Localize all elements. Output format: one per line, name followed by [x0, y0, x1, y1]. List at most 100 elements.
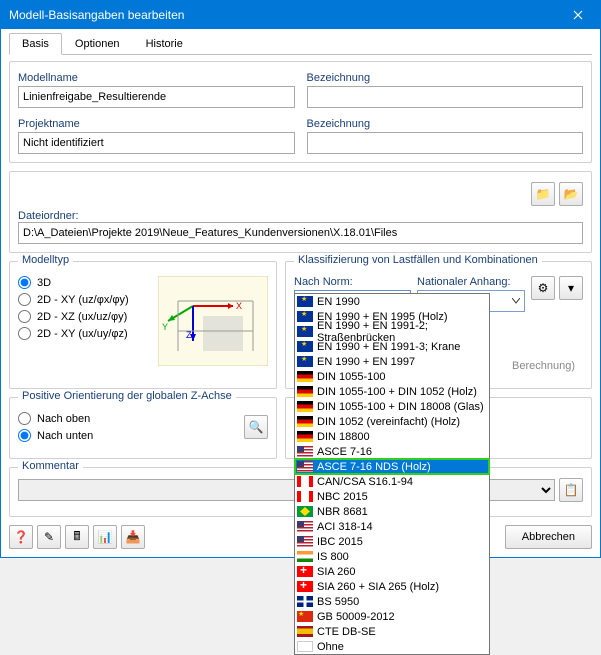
dropdown-item[interactable]: IS 800 [295, 549, 489, 564]
dropdown-item[interactable]: NBC 2015 [295, 489, 489, 504]
radio-nach-oben[interactable]: Nach oben [18, 412, 93, 425]
label-modellname: Modellname [18, 72, 295, 84]
flag-in-icon [297, 551, 313, 562]
flag-eu-icon [297, 311, 313, 322]
close-button[interactable] [556, 1, 600, 29]
calc-button[interactable]: 🖩 [65, 525, 89, 549]
dropdown-item[interactable]: SIA 260 [295, 564, 489, 579]
dropdown-item[interactable]: EN 1990 + EN 1991-3; Krane [295, 339, 489, 354]
chevron-down-icon [508, 291, 524, 311]
group-title-modelltyp: Modelltyp [18, 254, 73, 266]
tab-basis[interactable]: Basis [9, 33, 62, 55]
flag-eu-icon [297, 341, 313, 352]
dropdown-item[interactable]: DIN 18800 [295, 429, 489, 444]
norm-dropdown-list[interactable]: EN 1990EN 1990 + EN 1995 (Holz)EN 1990 +… [294, 293, 490, 655]
flag-us-icon [297, 536, 313, 547]
dropdown-item-label: CAN/CSA S16.1-94 [317, 476, 413, 488]
edit-button[interactable]: ✎ [37, 525, 61, 549]
dropdown-item-label: IS 800 [317, 551, 349, 563]
dropdown-item-label: Ohne [317, 641, 344, 653]
tab-historie[interactable]: Historie [133, 33, 196, 54]
dropdown-item[interactable]: Ohne [295, 639, 489, 654]
dropdown-item[interactable]: EN 1990 + EN 1991-2; Straßenbrücken [295, 324, 489, 339]
cancel-button[interactable]: Abbrechen [505, 525, 592, 549]
dropdown-item-label: DIN 1055-100 [317, 371, 386, 383]
tab-strip: Basis Optionen Historie [9, 33, 592, 55]
dropdown-item[interactable]: CAN/CSA S16.1-94 [295, 474, 489, 489]
dropdown-item[interactable]: DIN 1055-100 + DIN 1052 (Holz) [295, 384, 489, 399]
label-bezeichnung-1: Bezeichnung [307, 72, 584, 84]
export-button[interactable]: 📊 [93, 525, 117, 549]
folder-browse-button[interactable]: 📂 [559, 182, 583, 206]
dropdown-item[interactable]: NBR 8681 [295, 504, 489, 519]
svg-text:Y: Y [162, 322, 168, 332]
dropdown-item-label: NBR 8681 [317, 506, 368, 518]
import-button[interactable]: 📥 [121, 525, 145, 549]
dropdown-item[interactable]: DIN 1055-100 + DIN 18008 (Glas) [295, 399, 489, 414]
flag-de-icon [297, 416, 313, 427]
flag-gb-icon [297, 596, 313, 607]
dropdown-item-label: BS 5950 [317, 596, 359, 608]
flag-none-icon [297, 641, 313, 652]
flag-de-icon [297, 371, 313, 382]
flag-us-icon [297, 446, 313, 457]
dropdown-item[interactable]: SIA 260 + SIA 265 (Holz) [295, 579, 489, 594]
flag-de-icon [297, 431, 313, 442]
tab-optionen[interactable]: Optionen [62, 33, 133, 54]
dropdown-item-label: ACI 318-14 [317, 521, 373, 533]
flag-eu-icon [297, 326, 313, 337]
input-folder[interactable] [18, 222, 583, 244]
flag-es-icon [297, 626, 313, 637]
dropdown-item[interactable]: BS 5950 [295, 594, 489, 609]
dropdown-item-label: GB 50009-2012 [317, 611, 395, 623]
group-names: Modellname Bezeichnung Projektname Bezei… [9, 61, 592, 163]
dropdown-item[interactable]: ASCE 7-16 NDS (Holz) [295, 459, 489, 474]
group-orientation: Positive Orientierung der globalen Z-Ach… [9, 397, 277, 459]
dropdown-item[interactable]: EN 1990 [295, 294, 489, 309]
titlebar: Modell-Basisangaben bearbeiten [1, 1, 600, 29]
group-folder: 📁 📂 Dateiordner: [9, 171, 592, 253]
dropdown-item[interactable]: DIN 1055-100 [295, 369, 489, 384]
flag-cn-icon [297, 611, 313, 622]
dropdown-item[interactable]: EN 1990 + EN 1997 [295, 354, 489, 369]
help-button[interactable]: ❓ [9, 525, 33, 549]
annex-filter-button[interactable]: ▾ [559, 276, 583, 300]
dropdown-item[interactable]: GB 50009-2012 [295, 609, 489, 624]
dropdown-item-label: NBC 2015 [317, 491, 368, 503]
flag-ca-icon [297, 476, 313, 487]
model-illustration: X Y Z [158, 276, 268, 366]
label-projektname: Projektname [18, 118, 295, 130]
dropdown-item[interactable]: DIN 1052 (vereinfacht) (Holz) [295, 414, 489, 429]
label-norm: Nach Norm: [294, 276, 411, 288]
dropdown-item-label: DIN 1052 (vereinfacht) (Holz) [317, 416, 460, 428]
dropdown-item-label: SIA 260 + SIA 265 (Holz) [317, 581, 439, 593]
group-title-classify: Klassifizierung von Lastfällen und Kombi… [294, 254, 542, 266]
flag-eu-icon [297, 296, 313, 307]
input-bezeichnung-2[interactable] [307, 132, 584, 154]
svg-text:X: X [236, 301, 242, 311]
group-title-orient: Positive Orientierung der globalen Z-Ach… [18, 390, 236, 402]
dropdown-item[interactable]: ASCE 7-16 [295, 444, 489, 459]
label-folder: Dateiordner: [18, 210, 79, 222]
comment-pick-button[interactable]: 📋 [559, 478, 583, 502]
dropdown-item-label: EN 1990 [317, 296, 360, 308]
orient-info-button[interactable]: 🔍 [244, 415, 268, 439]
dropdown-item-label: IBC 2015 [317, 536, 363, 548]
dropdown-item-label: ASCE 7-16 NDS (Holz) [317, 461, 431, 473]
dropdown-item[interactable]: ACI 318-14 [295, 519, 489, 534]
label-annex: Nationaler Anhang: [417, 276, 525, 288]
label-bezeichnung-2: Bezeichnung [307, 118, 584, 130]
dropdown-item-label: EN 1990 + EN 1991-3; Krane [317, 341, 460, 353]
dropdown-item[interactable]: IBC 2015 [295, 534, 489, 549]
flag-de-icon [297, 386, 313, 397]
input-projektname[interactable] [18, 132, 295, 154]
dropdown-item[interactable]: CTE DB-SE [295, 624, 489, 639]
annex-settings-button[interactable]: ⚙ [531, 276, 555, 300]
window-title: Modell-Basisangaben bearbeiten [9, 8, 592, 22]
input-bezeichnung-1[interactable] [307, 86, 584, 108]
flag-ch-icon [297, 581, 313, 592]
input-modellname[interactable] [18, 86, 295, 108]
group-title-kommentar: Kommentar [18, 460, 83, 472]
folder-open-button[interactable]: 📁 [531, 182, 555, 206]
radio-nach-unten[interactable]: Nach unten [18, 429, 93, 442]
